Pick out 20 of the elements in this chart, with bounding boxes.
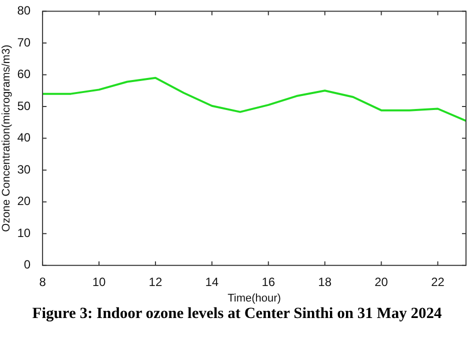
- x-tick-label: 18: [318, 274, 332, 289]
- x-axis-title: Time(hour): [228, 292, 281, 304]
- y-tick-label: 50: [17, 98, 31, 113]
- y-tick-label: 10: [17, 226, 31, 240]
- y-tick-label: 70: [17, 35, 31, 50]
- x-tick-label: 22: [431, 274, 445, 289]
- x-tick-label: 20: [374, 274, 388, 289]
- y-tick-label: 60: [17, 67, 31, 82]
- y-tick-label: 40: [17, 130, 31, 145]
- y-tick-label: 20: [17, 194, 31, 208]
- x-tick-label: 12: [148, 274, 162, 289]
- x-tick-label: 16: [262, 274, 276, 289]
- y-tick-label: 0: [24, 258, 31, 272]
- x-tick-label: 14: [205, 274, 219, 289]
- x-tick-label: 10: [92, 274, 106, 289]
- x-tick-label: 8: [39, 274, 46, 289]
- text: Figure 3: Indoor ozone levels at Center Sinthi on 31 May 2024: [31, 305, 443, 323]
- y-tick-label: 80: [17, 4, 31, 18]
- y-axis-title: Ozone Concentration(micrograms/m3): [0, 44, 13, 232]
- y-tick-label: 30: [17, 162, 31, 176]
